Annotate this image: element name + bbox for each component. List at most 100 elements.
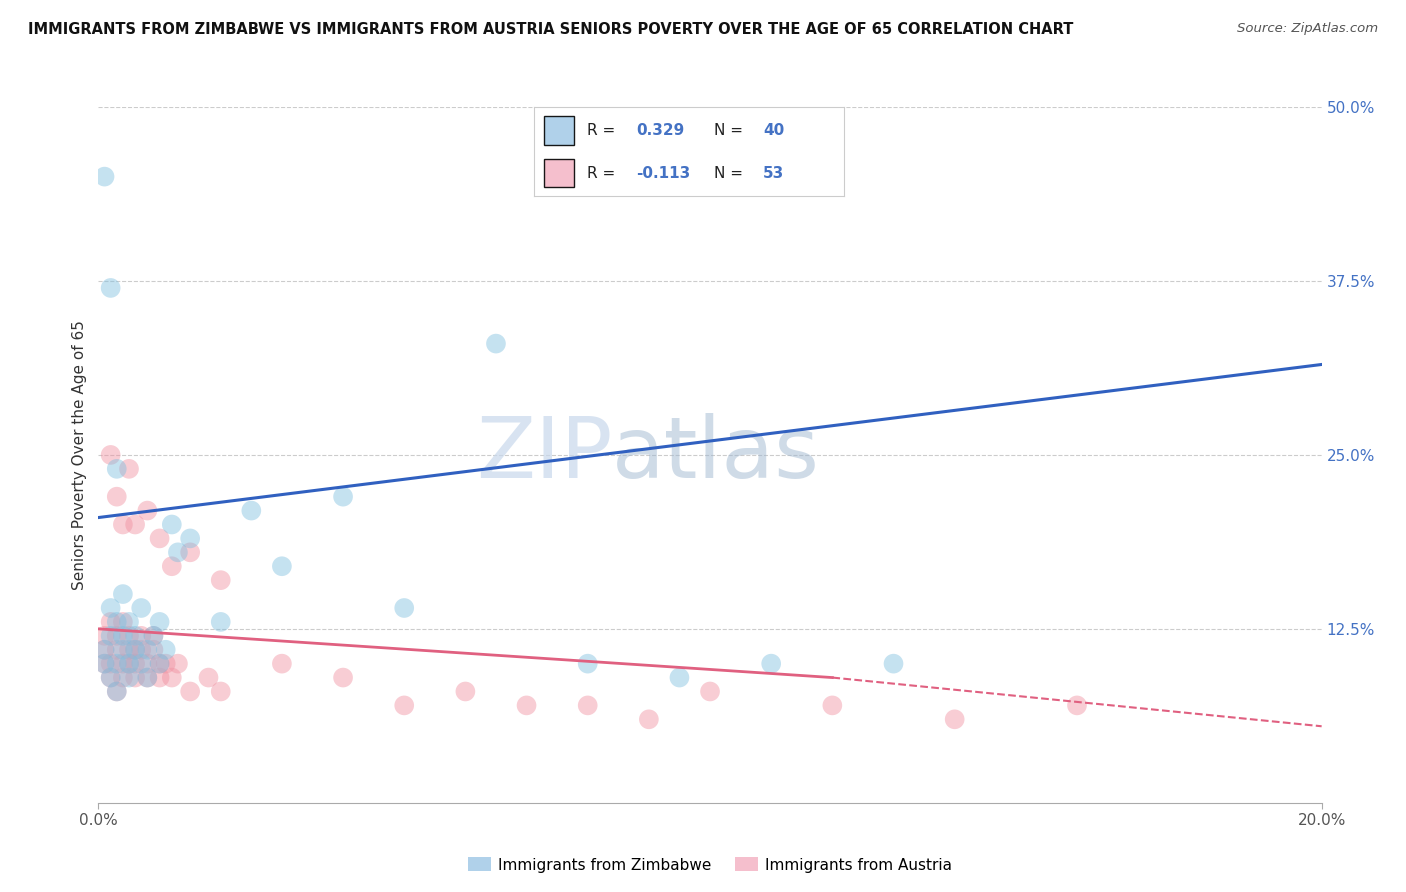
Point	[93, 642, 115, 657]
Legend: Immigrants from Zimbabwe, Immigrants from Austria: Immigrants from Zimbabwe, Immigrants fro…	[461, 851, 959, 879]
Point	[160, 671, 183, 685]
Point	[100, 281, 122, 295]
Point	[100, 601, 122, 615]
Point	[179, 684, 201, 698]
Point	[105, 684, 128, 698]
Point	[100, 671, 122, 685]
Point	[160, 517, 183, 532]
Point	[883, 657, 905, 671]
Point	[136, 642, 159, 657]
Text: Source: ZipAtlas.com: Source: ZipAtlas.com	[1237, 22, 1378, 36]
Text: N =: N =	[714, 123, 748, 137]
Point	[136, 657, 159, 671]
Point	[821, 698, 844, 713]
Point	[105, 684, 128, 698]
Point	[179, 545, 201, 559]
Point	[485, 336, 508, 351]
Point	[637, 712, 661, 726]
Point	[105, 629, 128, 643]
Point	[454, 684, 477, 698]
Point	[118, 657, 141, 671]
Text: 0.329: 0.329	[637, 123, 685, 137]
Point	[576, 657, 599, 671]
Point	[118, 642, 141, 657]
Point	[111, 657, 134, 671]
Point	[105, 462, 128, 476]
Point	[93, 629, 115, 643]
Point	[136, 671, 159, 685]
Point	[129, 601, 152, 615]
FancyBboxPatch shape	[544, 159, 575, 187]
Point	[392, 698, 416, 713]
Point	[179, 532, 201, 546]
Point	[155, 642, 177, 657]
Point	[111, 642, 134, 657]
Point	[149, 657, 172, 671]
Point	[516, 698, 538, 713]
Point	[111, 587, 134, 601]
Point	[167, 657, 190, 671]
Point	[209, 573, 232, 587]
Point	[668, 671, 690, 685]
Point	[111, 671, 134, 685]
Point	[270, 657, 292, 671]
Point	[118, 629, 141, 643]
Point	[142, 629, 165, 643]
Point	[149, 671, 172, 685]
Point	[392, 601, 416, 615]
Text: ZIP: ZIP	[475, 413, 612, 497]
Point	[142, 629, 165, 643]
Y-axis label: Seniors Poverty Over the Age of 65: Seniors Poverty Over the Age of 65	[72, 320, 87, 590]
Point	[270, 559, 292, 574]
Text: 53: 53	[763, 166, 785, 180]
Point	[167, 545, 190, 559]
Point	[1066, 698, 1088, 713]
Point	[105, 642, 128, 657]
Point	[100, 657, 122, 671]
Point	[209, 684, 232, 698]
Point	[118, 671, 141, 685]
Point	[136, 671, 159, 685]
Point	[93, 657, 115, 671]
Point	[136, 503, 159, 517]
Point	[111, 517, 134, 532]
Point	[332, 671, 354, 685]
Point	[118, 462, 141, 476]
Point	[943, 712, 966, 726]
Point	[155, 657, 177, 671]
Point	[100, 448, 122, 462]
Point	[124, 642, 146, 657]
Point	[759, 657, 782, 671]
Point	[93, 642, 115, 657]
Point	[118, 657, 141, 671]
Point	[118, 615, 141, 629]
Point	[209, 615, 232, 629]
Point	[124, 657, 146, 671]
Text: IMMIGRANTS FROM ZIMBABWE VS IMMIGRANTS FROM AUSTRIA SENIORS POVERTY OVER THE AGE: IMMIGRANTS FROM ZIMBABWE VS IMMIGRANTS F…	[28, 22, 1074, 37]
Point	[129, 642, 152, 657]
Point	[93, 657, 115, 671]
Point	[124, 517, 146, 532]
Point	[197, 671, 219, 685]
Point	[160, 559, 183, 574]
Point	[129, 629, 152, 643]
Text: R =: R =	[586, 166, 620, 180]
Text: atlas: atlas	[612, 413, 820, 497]
Point	[576, 698, 599, 713]
FancyBboxPatch shape	[544, 116, 575, 145]
Point	[129, 657, 152, 671]
Point	[699, 684, 721, 698]
Text: -0.113: -0.113	[637, 166, 690, 180]
Point	[149, 532, 172, 546]
Point	[142, 642, 165, 657]
Point	[149, 615, 172, 629]
Point	[105, 657, 128, 671]
Point	[93, 169, 115, 184]
Point	[124, 629, 146, 643]
Point	[105, 490, 128, 504]
Point	[111, 629, 134, 643]
Text: 40: 40	[763, 123, 785, 137]
Point	[100, 615, 122, 629]
Text: R =: R =	[586, 123, 620, 137]
Point	[111, 615, 134, 629]
